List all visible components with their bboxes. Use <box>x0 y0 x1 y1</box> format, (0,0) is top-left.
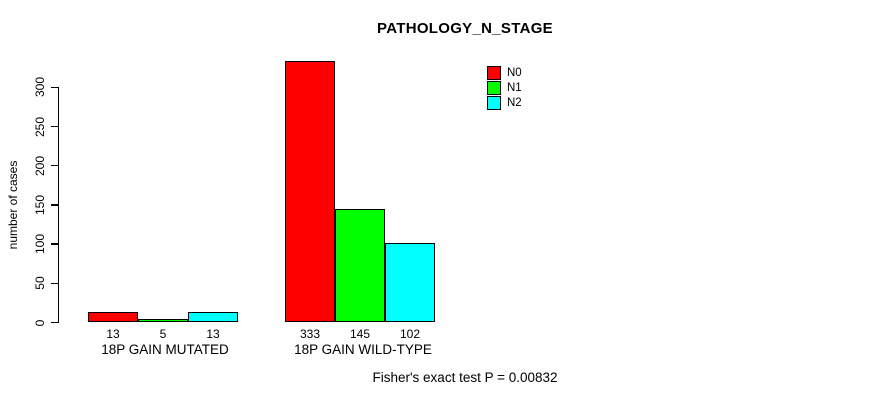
y-tick-label: 150 <box>33 194 47 215</box>
bar-n2-group2 <box>385 242 435 323</box>
bar-n0-group1 <box>88 312 138 323</box>
y-tick-label: 100 <box>33 234 47 255</box>
bar-value-label: 13 <box>106 326 120 341</box>
y-tick-mark <box>51 125 59 128</box>
group-label: 18P GAIN WILD-TYPE <box>294 342 432 357</box>
bar-n0-group2 <box>285 61 335 323</box>
group-label: 18P GAIN MUTATED <box>101 342 229 357</box>
y-tick-label: 200 <box>33 155 47 176</box>
legend-swatch-icon <box>487 95 501 110</box>
bar-value-label: 145 <box>349 326 371 341</box>
y-tick-mark <box>51 282 59 284</box>
legend: N0 N1 N2 <box>487 66 522 110</box>
legend-row-n2: N2 <box>487 95 522 111</box>
bar-value-label: 102 <box>399 326 421 341</box>
legend-label: N2 <box>507 96 522 109</box>
stat-test-footer: Fisher's exact test P = 0.00832 <box>372 370 558 385</box>
y-tick-label: 50 <box>33 276 47 290</box>
legend-label: N0 <box>507 67 522 80</box>
legend-row-n0: N0 <box>487 66 522 81</box>
bar-value-label: 333 <box>299 326 321 341</box>
bar-value-label: 5 <box>159 326 167 341</box>
y-tick-label: 250 <box>33 116 47 137</box>
bar-n1-group2 <box>335 208 385 323</box>
y-tick-label: 0 <box>33 319 47 326</box>
y-axis-label: number of cases <box>6 160 20 250</box>
y-axis-line <box>58 87 60 323</box>
y-tick-label: 300 <box>33 77 47 98</box>
legend-label: N1 <box>507 82 522 95</box>
bar-n1-group1 <box>138 318 188 323</box>
legend-swatch-icon <box>487 66 501 81</box>
y-tick-mark <box>51 165 59 167</box>
bar-n2-group1 <box>188 312 238 323</box>
y-tick-mark <box>51 204 59 206</box>
y-tick-mark <box>51 86 59 88</box>
chart-title: PATHOLOGY_N_STAGE <box>377 20 553 37</box>
legend-row-n1: N1 <box>487 81 522 96</box>
legend-swatch-icon <box>487 81 501 96</box>
bar-value-label: 13 <box>206 326 220 341</box>
y-tick-mark <box>51 321 59 324</box>
y-tick-mark <box>51 243 59 245</box>
